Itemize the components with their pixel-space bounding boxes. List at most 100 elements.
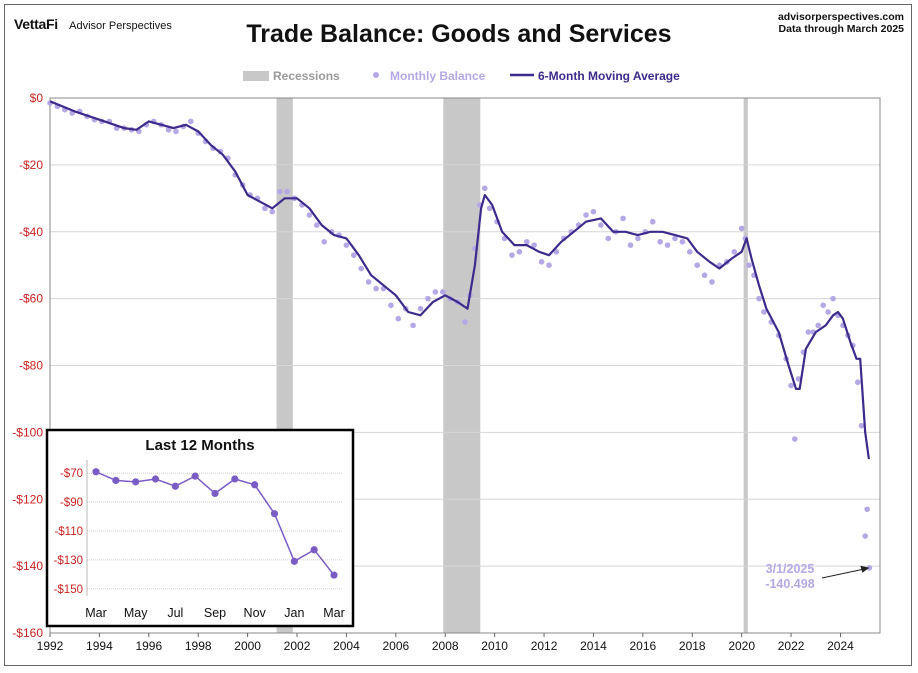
monthly-balance-point xyxy=(864,506,870,513)
inset-data-point xyxy=(132,478,140,486)
brand-logo: VettaFi Advisor Perspectives xyxy=(14,16,172,32)
inset-y-tick-label: -$90 xyxy=(60,497,83,509)
monthly-balance-point xyxy=(830,295,836,302)
inset-x-tick-label: Sep xyxy=(204,606,226,620)
monthly-balance-point xyxy=(313,222,320,228)
legend-monthly-label: Monthly Balance xyxy=(390,69,486,83)
x-tick-label: 2014 xyxy=(580,639,607,653)
chart-frame xyxy=(4,4,912,666)
monthly-balance-point xyxy=(686,249,693,255)
inset-x-tick-label: Mar xyxy=(323,606,345,620)
annotation-value: -140.498 xyxy=(765,577,814,591)
monthly-balance-point xyxy=(820,302,826,309)
inset-x-tick-label: Nov xyxy=(244,606,267,620)
source-info: advisorperspectives.com Data through Mar… xyxy=(778,11,904,35)
monthly-balance-point xyxy=(694,262,701,268)
monthly-balance-point xyxy=(627,242,634,248)
monthly-balance-point xyxy=(343,242,350,248)
y-tick-label: $0 xyxy=(30,91,44,105)
y-tick-label: -$80 xyxy=(19,359,43,373)
monthly-balance-point xyxy=(358,265,365,272)
x-tick-label: 2024 xyxy=(827,639,854,653)
monthly-balance-point xyxy=(795,376,802,382)
inset-data-point xyxy=(92,468,100,476)
chart-title: Trade Balance: Goods and Services xyxy=(246,20,672,48)
monthly-balance-point xyxy=(679,238,686,245)
monthly-balance-point xyxy=(657,238,663,245)
monthly-balance-point xyxy=(365,279,372,285)
x-tick-label: 2020 xyxy=(728,639,755,653)
monthly-balance-point xyxy=(439,289,446,295)
inset-y-tick-label: -$130 xyxy=(54,555,83,567)
monthly-balance-point xyxy=(432,289,439,295)
legend: Recessions Monthly Balance 6-Month Movin… xyxy=(243,69,680,83)
monthly-balance-point xyxy=(410,322,416,329)
x-tick-label: 1992 xyxy=(37,639,64,653)
inset-y-tick-label: -$110 xyxy=(54,526,83,538)
x-tick-label: 2000 xyxy=(234,639,261,653)
monthly-balance-point xyxy=(388,302,394,309)
inset-y-tick-label: -$70 xyxy=(60,468,83,480)
monthly-balance-point xyxy=(262,205,268,212)
x-tick-label: 2012 xyxy=(531,639,558,653)
monthly-balance-point xyxy=(276,188,283,195)
monthly-balance-point xyxy=(173,128,179,135)
monthly-balance-point xyxy=(825,309,831,315)
y-tick-label: -$140 xyxy=(12,559,43,573)
monthly-balance-point xyxy=(756,295,762,302)
monthly-balance-point xyxy=(664,242,671,248)
monthly-balance-point xyxy=(306,212,313,218)
monthly-balance-point xyxy=(321,238,327,245)
monthly-balance-point xyxy=(701,272,708,279)
inset-x-tick-label: Jan xyxy=(284,606,304,620)
x-tick-label: 2018 xyxy=(679,639,706,653)
brand-subtitle: Advisor Perspectives xyxy=(69,20,172,32)
plot-area-border xyxy=(49,97,881,634)
x-tick-label: 2004 xyxy=(333,639,360,653)
y-tick-label: -$20 xyxy=(19,158,43,172)
inset-data-point xyxy=(112,476,120,485)
monthly-balance-point xyxy=(531,242,537,248)
x-tick-label: 1996 xyxy=(135,639,162,653)
inset-y-tick-label: -$150 xyxy=(54,584,83,596)
inset-x-tick-label: May xyxy=(124,606,148,620)
inset-border xyxy=(45,428,355,628)
inset-data-point xyxy=(310,546,318,554)
monthly-balance-point xyxy=(761,309,767,315)
x-tick-label: 1994 xyxy=(86,639,113,653)
annotation-arrow-line xyxy=(821,568,866,579)
y-tick-label: -$60 xyxy=(19,292,43,306)
monthly-balance-point xyxy=(620,215,626,222)
inset-data-point xyxy=(270,510,279,518)
legend-recessions-label: Recessions xyxy=(273,69,340,83)
inset-data-point xyxy=(211,489,219,498)
monthly-balance-point xyxy=(509,252,515,258)
x-tick-label: 2002 xyxy=(284,639,311,653)
monthly-balance-point xyxy=(516,249,523,255)
data-through: Data through March 2025 xyxy=(778,23,904,35)
monthly-balance-point xyxy=(738,225,745,232)
monthly-balance-point xyxy=(351,252,357,258)
inset-data-point xyxy=(251,481,259,489)
inset-data-point xyxy=(330,571,338,579)
inset-title: Last 12 Months xyxy=(145,437,254,454)
y-tick-label: -$100 xyxy=(12,425,43,439)
inset-data-point xyxy=(151,475,160,483)
inset-data-point xyxy=(191,472,199,480)
monthly-balance-point xyxy=(486,205,493,212)
monthly-balance-point xyxy=(538,259,545,265)
inset-data-point xyxy=(231,475,239,483)
inset-chart: Last 12 Months -$70 -$90 -$110 -$130 -$150 Mar… xyxy=(45,428,355,628)
x-tick-label: 2016 xyxy=(630,639,657,653)
legend-ma-label: 6-Month Moving Average xyxy=(538,69,680,83)
monthly-balance-point xyxy=(649,218,656,225)
inset-data-point xyxy=(171,482,179,490)
monthly-balance-point xyxy=(481,185,488,192)
monthly-balance-point xyxy=(788,382,794,389)
monthly-balance-point xyxy=(425,295,431,302)
monthly-balance-point xyxy=(395,315,402,322)
x-tick-label: 2006 xyxy=(382,639,409,653)
x-tick-label: 2008 xyxy=(432,639,459,653)
annotation-date: 3/1/2025 xyxy=(766,562,815,576)
